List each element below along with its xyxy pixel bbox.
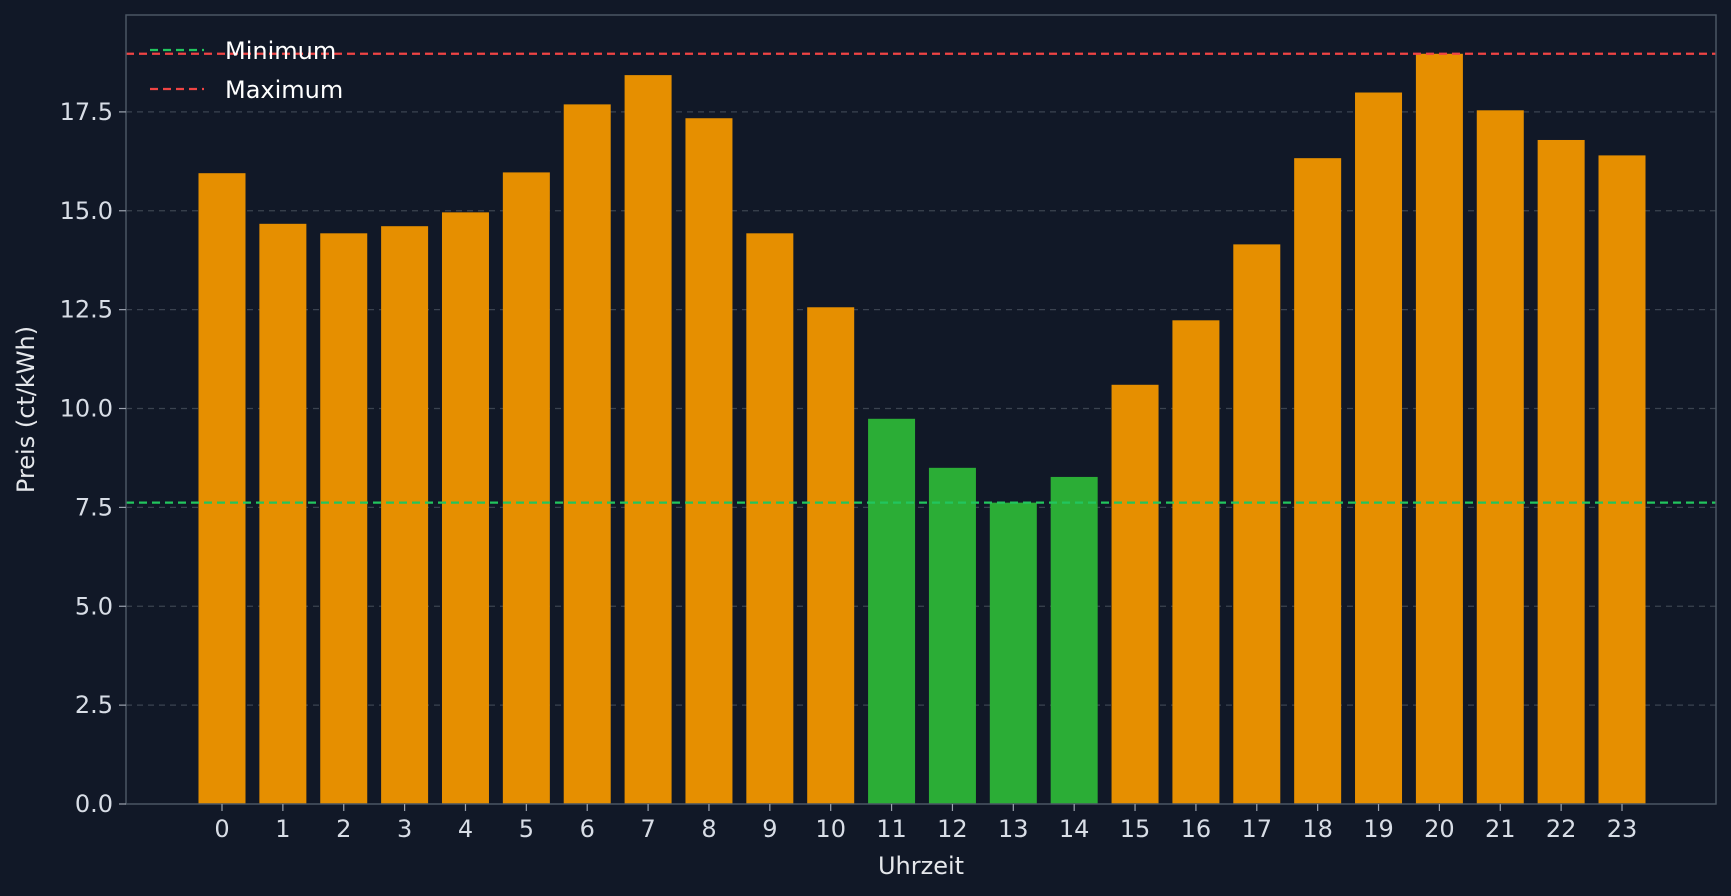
x-tick-label: 5 bbox=[519, 815, 534, 843]
y-tick-label: 17.5 bbox=[60, 98, 113, 126]
y-tick-label: 5.0 bbox=[75, 592, 113, 620]
bar-hour-11 bbox=[868, 418, 916, 804]
y-axis-title: Preis (ct/kWh) bbox=[12, 326, 40, 493]
reference-lines bbox=[126, 52, 1716, 504]
bar-hour-5 bbox=[502, 172, 550, 804]
bars bbox=[198, 53, 1646, 805]
y-tick-label: 0.0 bbox=[75, 790, 113, 818]
x-tick-label: 6 bbox=[580, 815, 595, 843]
x-tick-label: 1 bbox=[275, 815, 290, 843]
bar-hour-19 bbox=[1355, 92, 1403, 804]
bar-hour-23 bbox=[1598, 155, 1646, 804]
x-tick-label: 2 bbox=[336, 815, 351, 843]
bar-hour-10 bbox=[807, 307, 855, 804]
x-tick-label: 3 bbox=[397, 815, 412, 843]
legend-label-maximum: Maximum bbox=[225, 76, 343, 104]
x-tick-label: 19 bbox=[1363, 815, 1394, 843]
bar-hour-12 bbox=[928, 467, 976, 804]
x-tick-label: 11 bbox=[876, 815, 907, 843]
bar-hour-13 bbox=[989, 502, 1037, 804]
bar-hour-7 bbox=[624, 75, 672, 805]
x-tick-label: 15 bbox=[1120, 815, 1151, 843]
x-axis-ticks: 0 1 2 3 4 5 6 7 8 9 10 11 12 13 14 15 16 17 18 19 20 21 22 23 bbox=[214, 804, 1637, 843]
plot-frame bbox=[125, 14, 1717, 805]
bar-hour-2 bbox=[320, 233, 368, 805]
y-tick-label: 12.5 bbox=[60, 296, 113, 324]
legend: Minimum Maximum bbox=[150, 37, 343, 104]
x-tick-label: 0 bbox=[214, 815, 229, 843]
x-tick-label: 21 bbox=[1485, 815, 1516, 843]
bar-hour-22 bbox=[1537, 139, 1585, 805]
x-tick-label: 9 bbox=[762, 815, 777, 843]
x-tick-label: 12 bbox=[937, 815, 968, 843]
bar-hour-20 bbox=[1415, 53, 1463, 805]
bar-hour-1 bbox=[259, 223, 307, 804]
bar-hour-17 bbox=[1233, 244, 1281, 805]
bar-hour-8 bbox=[685, 118, 733, 805]
y-axis-ticks: 0.0 2.5 5.0 7.5 10.0 12.5 15.0 17.5 bbox=[60, 98, 126, 818]
x-tick-label: 7 bbox=[640, 815, 655, 843]
x-tick-label: 16 bbox=[1181, 815, 1212, 843]
y-tick-label: 2.5 bbox=[75, 691, 113, 719]
x-tick-label: 14 bbox=[1059, 815, 1090, 843]
x-tick-label: 8 bbox=[701, 815, 716, 843]
x-tick-label: 22 bbox=[1546, 815, 1577, 843]
x-tick-label: 17 bbox=[1242, 815, 1273, 843]
bar-hour-4 bbox=[441, 212, 489, 804]
x-tick-label: 18 bbox=[1302, 815, 1333, 843]
bar-hour-15 bbox=[1111, 384, 1159, 804]
bar-hour-9 bbox=[746, 233, 794, 805]
x-tick-label: 4 bbox=[458, 815, 473, 843]
bar-hour-3 bbox=[381, 226, 429, 804]
x-tick-label: 20 bbox=[1424, 815, 1455, 843]
bar-hour-14 bbox=[1050, 476, 1098, 804]
y-tick-label: 7.5 bbox=[75, 493, 113, 521]
x-tick-label: 13 bbox=[998, 815, 1029, 843]
x-tick-label: 10 bbox=[815, 815, 846, 843]
legend-label-minimum: Minimum bbox=[225, 37, 336, 65]
y-tick-label: 15.0 bbox=[60, 197, 113, 225]
x-axis-title: Uhrzeit bbox=[878, 852, 964, 880]
bar-hour-16 bbox=[1172, 320, 1220, 804]
x-tick-label: 23 bbox=[1607, 815, 1638, 843]
bar-hour-21 bbox=[1476, 110, 1524, 804]
bar-hour-0 bbox=[198, 173, 246, 804]
y-tick-label: 10.0 bbox=[60, 395, 113, 423]
bar-hour-6 bbox=[563, 104, 611, 805]
bar-hour-18 bbox=[1294, 158, 1342, 804]
